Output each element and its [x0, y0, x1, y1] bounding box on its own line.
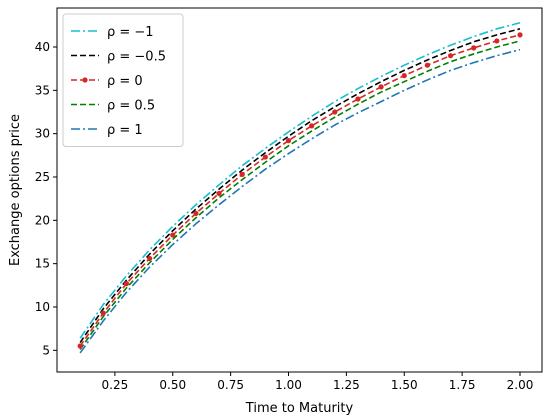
series-point: [447, 53, 454, 59]
series-markers: [77, 32, 523, 349]
y-tick-label: 35: [35, 83, 50, 97]
y-tick-label: 10: [35, 300, 50, 314]
series-point: [77, 343, 83, 349]
y-tick-label: 15: [35, 257, 50, 271]
y-tick-label: 5: [42, 343, 50, 357]
series-point: [517, 32, 523, 38]
x-tick-label: 1.00: [275, 378, 302, 392]
x-tick-label: 0.25: [102, 378, 129, 392]
legend-box: [62, 13, 184, 147]
series-point: [332, 109, 338, 115]
series-point: [494, 38, 500, 44]
series-point: [216, 190, 222, 197]
y-axis-label: Exchange options price: [8, 114, 23, 266]
series-point: [401, 73, 407, 79]
legend-marker: [82, 77, 88, 83]
x-tick-label: 0.50: [159, 378, 186, 392]
x-tick-label: 2.00: [507, 378, 534, 392]
x-tick-label: 1.75: [449, 378, 476, 392]
y-tick-label: 30: [35, 127, 50, 141]
x-tick-label: 1.25: [333, 378, 360, 392]
x-tick-label: 0.75: [217, 378, 244, 392]
x-axis: 0.25 0.50 0.75 1.00 1.25 1.50 1.75 2.00: [102, 372, 534, 392]
plot-frame: [56, 7, 543, 373]
series-point: [100, 310, 106, 316]
series-point: [239, 171, 245, 177]
legend-entry-label: ρ = −1: [107, 25, 154, 40]
series-point: [193, 210, 199, 216]
series-line-4: [79, 48, 521, 354]
legend: ρ = −1 ρ = −0.5 ρ = 0 ρ = 0.5 ρ = 1: [62, 13, 184, 147]
series-line-3: [79, 40, 521, 350]
series-line-0: [79, 21, 521, 339]
y-tick-label: 25: [35, 170, 50, 184]
x-axis-label: Time to Maturity: [245, 401, 354, 416]
series-point: [285, 138, 292, 144]
series-point: [123, 281, 130, 287]
series-line-2: [79, 34, 521, 347]
legend-entry-label: ρ = 0.5: [107, 99, 155, 114]
series-point: [424, 62, 431, 68]
legend-entry-label: ρ = 0: [107, 74, 143, 89]
series-point: [170, 232, 176, 238]
y-axis: 5 10 15 20 25 30 35 40: [35, 40, 57, 357]
series-lines: [79, 21, 521, 354]
series-line-1: [79, 28, 521, 343]
series-point: [309, 123, 315, 129]
legend-entry-label: ρ = −0.5: [107, 50, 166, 65]
y-tick-label: 20: [35, 213, 50, 227]
series-point: [471, 45, 477, 51]
x-tick-label: 1.50: [391, 378, 418, 392]
series-point: [262, 154, 268, 160]
y-tick-label: 40: [35, 40, 50, 54]
series-point: [147, 255, 153, 262]
series-point: [378, 84, 384, 90]
legend-entry-label: ρ = 1: [107, 123, 143, 138]
series-point: [355, 96, 361, 102]
